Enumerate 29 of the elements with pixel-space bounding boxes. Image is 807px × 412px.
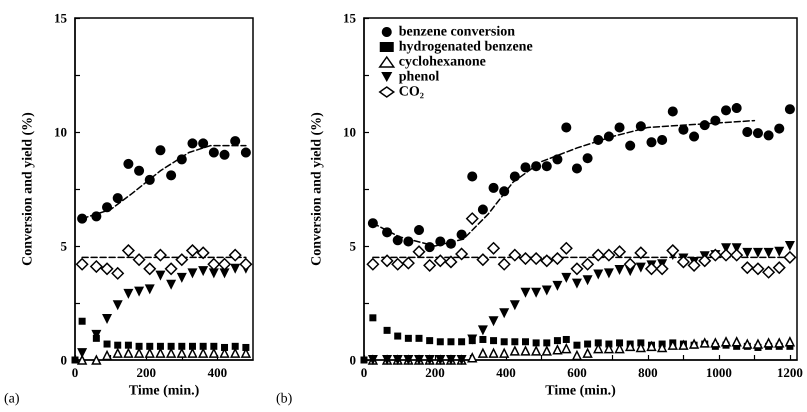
x-tick-label: 200 <box>136 365 156 380</box>
y-tick-label: 5 <box>60 238 68 254</box>
x-tick-label: 0 <box>360 365 368 380</box>
y-tick-label: 10 <box>54 124 67 140</box>
y-axis-title: Conversion and yield (%) <box>20 112 36 266</box>
x-tick-label: 400 <box>208 365 228 380</box>
x-tick-label: 0 <box>72 365 78 380</box>
x-tick-label: 1000 <box>706 365 732 380</box>
y-tick-label: 0 <box>60 352 67 368</box>
x-axis-title: Time (min.) <box>545 384 616 398</box>
y-tick-label: 10 <box>343 124 356 140</box>
legend-label: benzene conversion <box>398 24 516 40</box>
y-tick-label: 0 <box>350 352 356 368</box>
x-tick-label: 600 <box>567 365 587 380</box>
x-axis-title: Time (min.) <box>128 384 200 398</box>
legend-label: phenol <box>398 70 440 84</box>
text: (a) <box>4 392 20 406</box>
legend-label: hydrogenated benzene <box>398 40 533 54</box>
y-tick-label: 15 <box>343 10 356 26</box>
y-tick-label: 15 <box>54 10 68 26</box>
y-axis-title: Conversion and yield (%) <box>310 112 324 266</box>
legend-label: CO₂ <box>398 84 424 100</box>
x-tick-label: 200 <box>425 365 445 380</box>
legend-label: cyclohexanone <box>398 54 486 70</box>
x-tick-label: 400 <box>496 365 516 380</box>
text: (b) <box>276 392 293 406</box>
x-tick-label: 1200 <box>776 365 803 380</box>
y-tick-label: 5 <box>350 238 356 254</box>
x-tick-label: 800 <box>638 365 658 380</box>
